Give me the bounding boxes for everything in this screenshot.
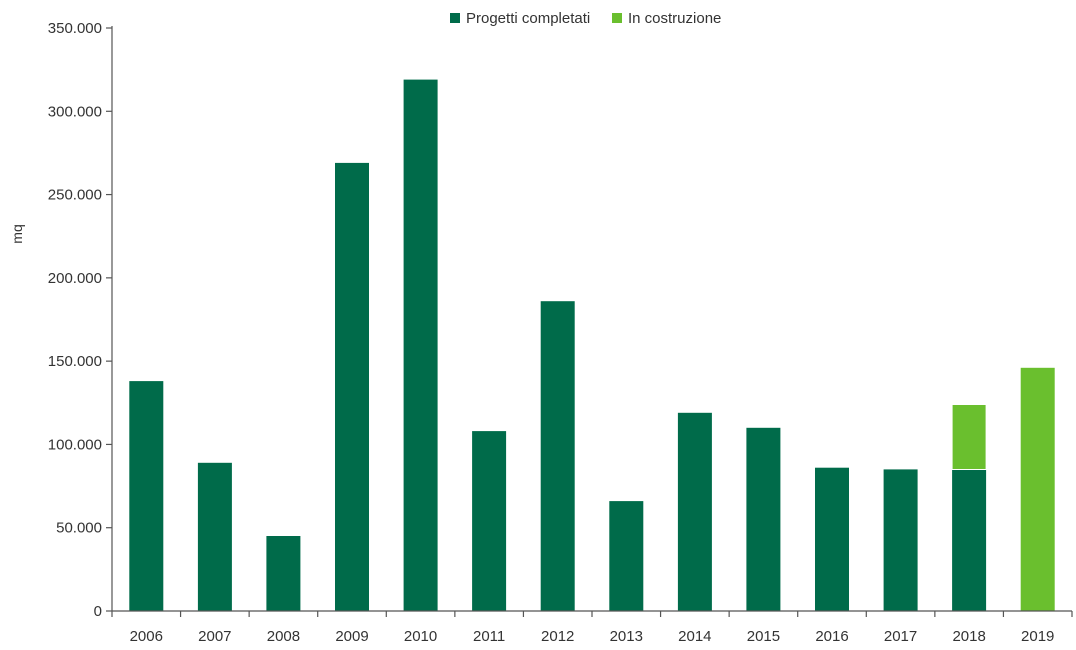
bar-completati-2008 — [266, 536, 301, 611]
bar-completati-2010 — [403, 79, 438, 612]
x-tick-label: 2015 — [747, 628, 780, 645]
bars-group — [129, 79, 1055, 612]
x-tick-label: 2019 — [1021, 628, 1054, 645]
y-tick-label: 50.000 — [56, 520, 102, 537]
y-tick-label: 350.000 — [48, 20, 102, 37]
bar-costruzione-2019 — [1020, 367, 1055, 611]
bar-completati-2011 — [472, 431, 507, 611]
bar-completati-2007 — [197, 462, 232, 611]
y-tick-label: 200.000 — [48, 270, 102, 287]
legend-label-completati: Progetti completati — [466, 10, 590, 27]
y-tick-label: 0 — [94, 603, 102, 620]
bar-completati-2014 — [677, 412, 712, 611]
bar-completati-2015 — [746, 427, 781, 611]
x-tick-label: 2010 — [404, 628, 437, 645]
x-tick-label: 2008 — [267, 628, 300, 645]
bar-completati-2013 — [609, 501, 644, 611]
legend-label-costruzione: In costruzione — [628, 10, 721, 27]
bar-completati-2012 — [540, 301, 575, 611]
bar-completati-2016 — [815, 467, 849, 611]
bar-completati-2006 — [129, 381, 164, 611]
legend: Progetti completati In costruzione — [450, 10, 721, 27]
x-tick-label: 2016 — [815, 628, 848, 645]
x-tick-label: 2011 — [473, 628, 505, 645]
x-tick-label: 2018 — [952, 628, 985, 645]
x-tick-label: 2006 — [130, 628, 163, 645]
bar-completati-2009 — [335, 162, 369, 611]
x-tick-label: 2009 — [335, 628, 368, 645]
x-tick-label: 2007 — [198, 628, 231, 645]
bar-costruzione-2018 — [951, 404, 987, 470]
y-tick-label: 250.000 — [48, 187, 102, 204]
x-tick-label: 2013 — [610, 628, 643, 645]
legend-swatch-costruzione — [612, 13, 622, 23]
y-tick-label: 150.000 — [48, 353, 102, 370]
x-tick-label: 2012 — [541, 628, 574, 645]
bar-completati-2017 — [883, 469, 918, 611]
x-axis: 2006 2007 2008 2009 2010 2011 2012 2013 2014 2015… — [111, 610, 1073, 645]
y-axis: 0 50.000 100.000 150.000 200.000 250.000 300.0… — [48, 20, 113, 620]
y-tick-label: 100.000 — [48, 436, 102, 453]
bar-completati-2018 — [952, 469, 987, 611]
y-axis-title: mq — [9, 224, 25, 243]
y-tick-label: 300.000 — [48, 103, 102, 120]
legend-swatch-completati — [450, 13, 460, 23]
x-tick-label: 2014 — [678, 628, 711, 645]
x-tick-label: 2017 — [884, 628, 917, 645]
